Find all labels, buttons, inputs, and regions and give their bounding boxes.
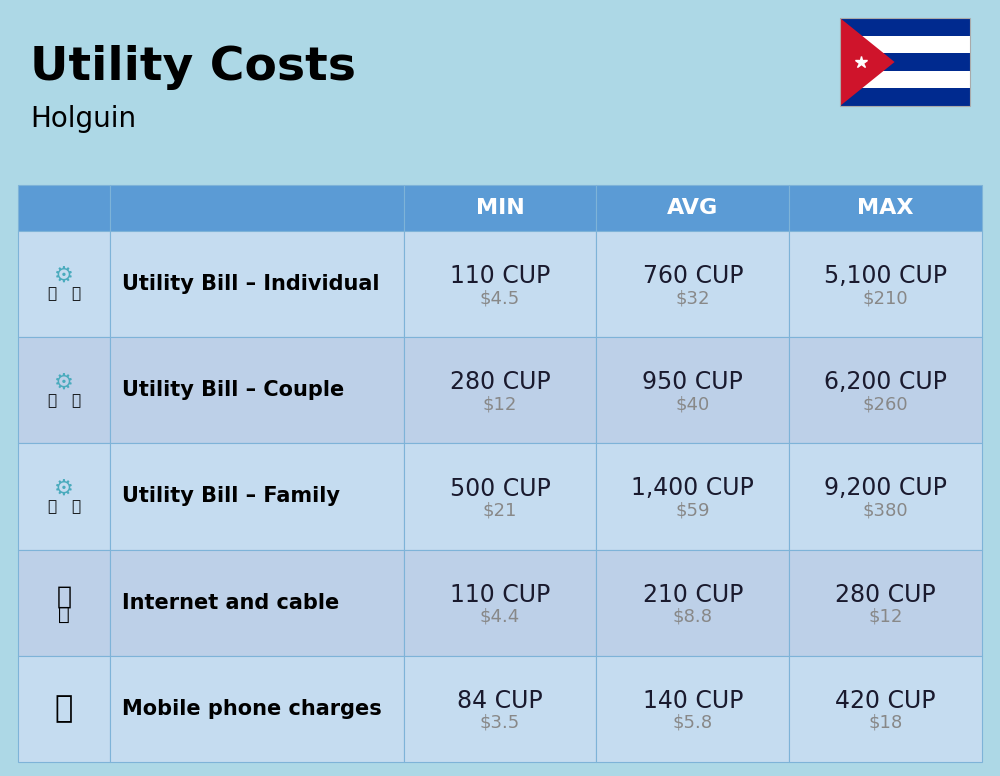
Text: $260: $260 <box>863 395 908 414</box>
Bar <box>596 443 789 549</box>
Bar <box>18 549 110 656</box>
Text: $3.5: $3.5 <box>480 714 520 732</box>
Text: 🔌: 🔌 <box>47 393 56 408</box>
Bar <box>18 443 110 549</box>
Text: 420 CUP: 420 CUP <box>835 689 936 713</box>
Text: $4.4: $4.4 <box>480 608 520 625</box>
Text: $12: $12 <box>868 608 903 625</box>
Text: 140 CUP: 140 CUP <box>643 689 743 713</box>
Text: Utility Bill – Couple: Utility Bill – Couple <box>122 380 344 400</box>
Bar <box>840 71 970 88</box>
Text: 760 CUP: 760 CUP <box>643 264 743 288</box>
Text: 950 CUP: 950 CUP <box>642 370 743 394</box>
Text: 280 CUP: 280 CUP <box>835 583 936 607</box>
Bar <box>110 443 404 549</box>
Text: 6,200 CUP: 6,200 CUP <box>824 370 947 394</box>
Bar <box>789 231 982 338</box>
Text: $21: $21 <box>483 501 517 519</box>
Bar <box>404 338 596 443</box>
Text: $210: $210 <box>863 289 908 307</box>
Text: 🚿: 🚿 <box>71 499 80 514</box>
Text: 84 CUP: 84 CUP <box>457 689 543 713</box>
Bar <box>789 338 982 443</box>
Text: $5.8: $5.8 <box>673 714 713 732</box>
Polygon shape <box>840 18 895 106</box>
Text: $18: $18 <box>868 714 903 732</box>
Text: $40: $40 <box>676 395 710 414</box>
Bar <box>840 54 970 71</box>
Bar <box>840 18 970 36</box>
Bar <box>789 656 982 762</box>
Text: ⚙: ⚙ <box>54 266 74 286</box>
Bar <box>404 231 596 338</box>
Text: 🚿: 🚿 <box>71 393 80 408</box>
Bar <box>18 338 110 443</box>
Text: Utility Bill – Family: Utility Bill – Family <box>122 487 340 507</box>
Text: 5,100 CUP: 5,100 CUP <box>824 264 947 288</box>
Bar <box>596 185 789 231</box>
Bar <box>404 656 596 762</box>
Text: Mobile phone charges: Mobile phone charges <box>122 699 381 719</box>
Bar <box>596 549 789 656</box>
Text: 110 CUP: 110 CUP <box>450 264 550 288</box>
Text: 🖥: 🖥 <box>58 605 70 624</box>
Text: $8.8: $8.8 <box>673 608 713 625</box>
Text: $380: $380 <box>863 501 908 519</box>
Text: Internet and cable: Internet and cable <box>122 593 339 613</box>
Text: 📱: 📱 <box>55 695 73 723</box>
Bar <box>18 185 110 231</box>
Bar <box>789 185 982 231</box>
Bar <box>404 185 596 231</box>
Bar <box>110 338 404 443</box>
Bar <box>596 656 789 762</box>
Text: 🔌: 🔌 <box>47 286 56 302</box>
Text: 210 CUP: 210 CUP <box>643 583 743 607</box>
Text: $59: $59 <box>676 501 710 519</box>
Bar <box>840 88 970 106</box>
Text: 110 CUP: 110 CUP <box>450 583 550 607</box>
Bar <box>789 549 982 656</box>
Text: ⚙: ⚙ <box>54 479 74 498</box>
Text: 1,400 CUP: 1,400 CUP <box>631 476 754 501</box>
Text: 500 CUP: 500 CUP <box>450 476 550 501</box>
Text: Utility Costs: Utility Costs <box>30 45 356 90</box>
Bar <box>110 231 404 338</box>
Text: 🔌: 🔌 <box>47 499 56 514</box>
Bar <box>596 338 789 443</box>
Text: ⚙: ⚙ <box>54 372 74 393</box>
Bar <box>110 549 404 656</box>
Text: 🚿: 🚿 <box>71 286 80 302</box>
Text: AVG: AVG <box>667 198 718 218</box>
Text: Utility Bill – Individual: Utility Bill – Individual <box>122 274 379 294</box>
Bar <box>110 185 404 231</box>
Text: $32: $32 <box>676 289 710 307</box>
Bar <box>840 18 970 106</box>
Text: $4.5: $4.5 <box>480 289 520 307</box>
Bar <box>18 231 110 338</box>
Bar <box>404 443 596 549</box>
Text: 280 CUP: 280 CUP <box>450 370 550 394</box>
Bar <box>840 36 970 54</box>
Bar <box>596 231 789 338</box>
Bar <box>110 656 404 762</box>
Text: 📶: 📶 <box>56 584 71 608</box>
Text: 9,200 CUP: 9,200 CUP <box>824 476 947 501</box>
Text: $12: $12 <box>483 395 517 414</box>
Text: MIN: MIN <box>476 198 524 218</box>
Text: MAX: MAX <box>857 198 914 218</box>
Bar <box>18 656 110 762</box>
Bar <box>404 549 596 656</box>
Text: Holguin: Holguin <box>30 105 136 133</box>
Bar <box>789 443 982 549</box>
